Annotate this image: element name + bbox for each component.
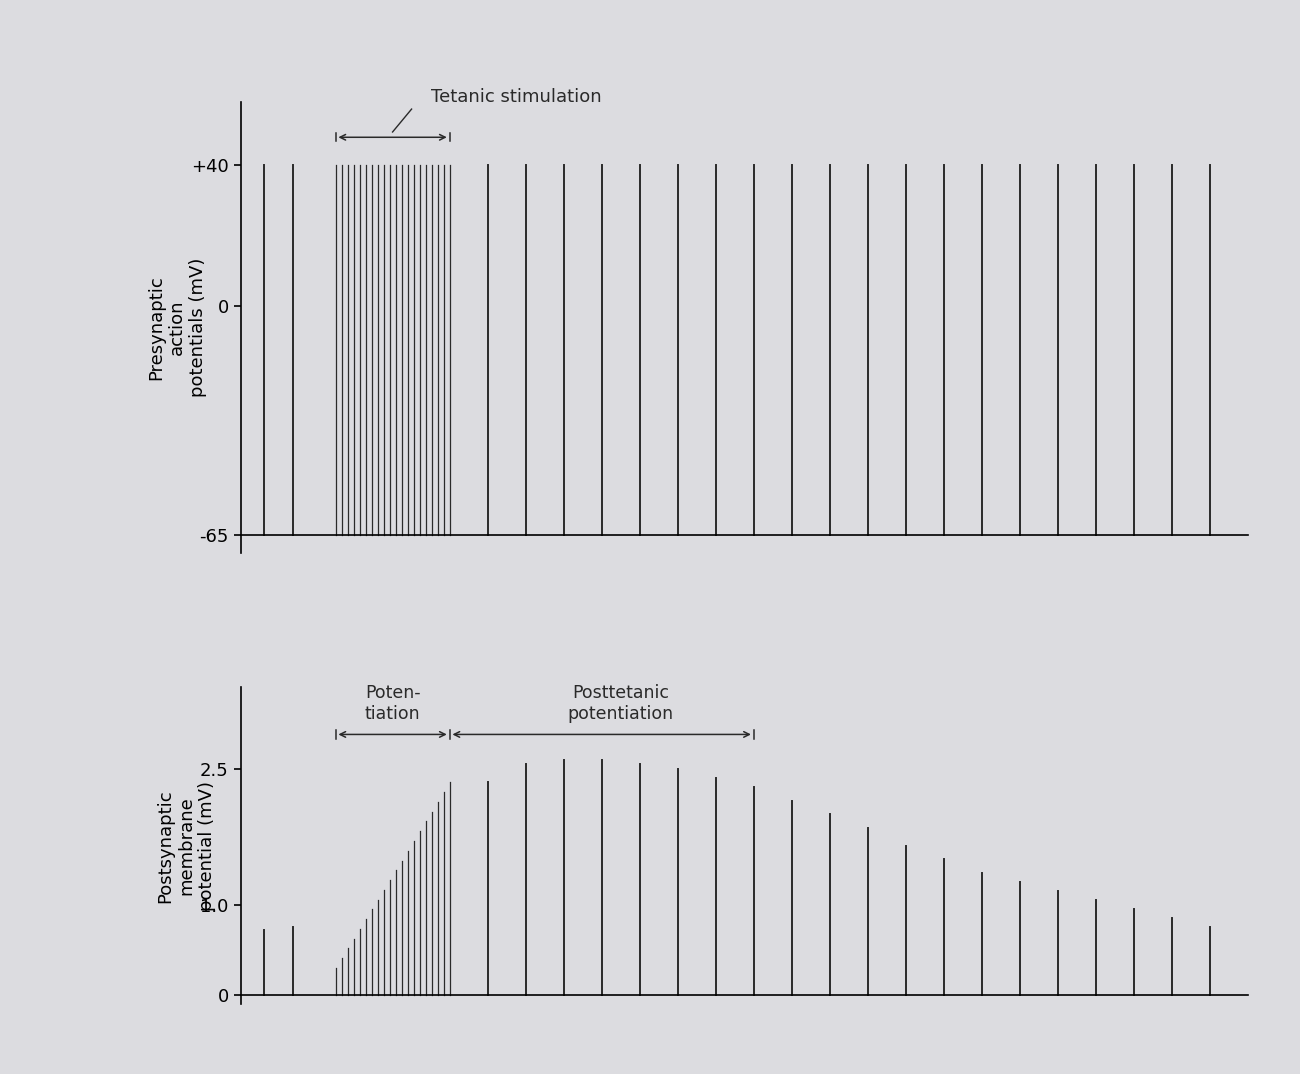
Text: Tetanic stimulation: Tetanic stimulation — [430, 88, 602, 105]
Text: Poten-
tiation: Poten- tiation — [365, 684, 420, 723]
Y-axis label: Presynaptic
action
potentials (mV): Presynaptic action potentials (mV) — [147, 258, 207, 397]
Text: Posttetanic
potentiation: Posttetanic potentiation — [568, 684, 673, 723]
Y-axis label: Postsynaptic
membrane
potential (mV): Postsynaptic membrane potential (mV) — [156, 781, 216, 911]
